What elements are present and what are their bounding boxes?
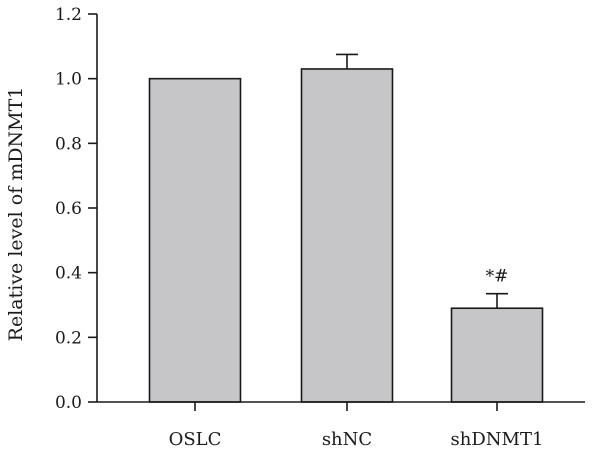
x-category-label: shDNMT1	[451, 429, 544, 450]
x-category-label: shNC	[322, 429, 372, 450]
y-tick-label: 0.6	[55, 199, 82, 219]
y-tick-label: 0.4	[55, 264, 82, 284]
y-tick-label: 1.2	[55, 5, 82, 25]
significance-annotation: *#	[486, 267, 509, 287]
annotations-group: *#	[486, 267, 509, 287]
x-axis: OSLC shNC shDNMT1	[97, 401, 585, 450]
y-axis-title: Relative level of mDNMT1	[5, 87, 27, 342]
y-axis: 0.0 0.2 0.4 0.6 0.8 1.0 1.2	[55, 5, 98, 413]
bar-shnc	[300, 68, 394, 403]
bars-group	[148, 68, 544, 403]
x-category-label: OSLC	[169, 429, 222, 450]
y-tick-label: 0.0	[55, 393, 82, 413]
y-tick-label: 0.8	[55, 134, 82, 154]
error-bars-group	[336, 53, 508, 309]
bar-oslc	[148, 77, 242, 403]
bar-shdnmt1	[450, 307, 544, 403]
y-tick-label: 1.0	[55, 70, 82, 90]
y-tick-label: 0.2	[55, 328, 82, 348]
